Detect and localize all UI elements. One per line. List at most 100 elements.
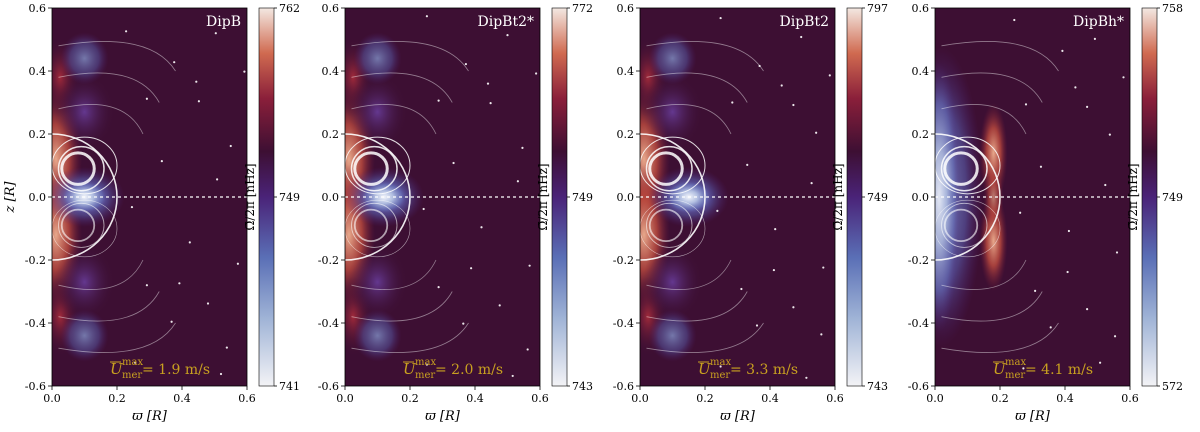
u-subscript: mer xyxy=(415,370,435,381)
panel-2: 0.0 0.2 0.4 0.6 -0.6 -0.4 -0.2 0.0 0.2 0.4 0.6 ϖ [R… xyxy=(318,2,593,424)
y-tick-label: -0.6 xyxy=(318,380,339,393)
u-value: = 2.0 m/s xyxy=(435,362,503,378)
lobe-upper xyxy=(347,73,408,150)
x-tick-label: 0.4 xyxy=(173,392,191,405)
tracer-dot xyxy=(719,365,722,368)
tracer-dot xyxy=(1122,76,1125,79)
colorbar-tick-label: 749 xyxy=(279,191,300,204)
tracer-dot xyxy=(731,101,734,104)
tracer-dot xyxy=(1113,335,1117,338)
streamline-loop-upper xyxy=(345,136,411,195)
streamline-loop-upper xyxy=(943,151,979,186)
streamline-arc-lower xyxy=(58,291,160,322)
streamline-arc-upper xyxy=(58,72,160,103)
y-tick-label: 0.4 xyxy=(322,65,340,78)
lobe-upper xyxy=(54,73,115,150)
tracer-dot xyxy=(526,348,529,351)
panel-title: DipB xyxy=(206,14,241,30)
y-tick-label: 0.2 xyxy=(29,128,47,141)
tracer-dot xyxy=(1074,86,1077,89)
streamline-arc-lower xyxy=(351,291,453,322)
colorbar-tick-label: 743 xyxy=(867,380,888,393)
colorbar-tick-label: 572 xyxy=(1162,380,1183,393)
streamline-arc-lower xyxy=(351,322,469,353)
streamline-loop-lower xyxy=(941,202,988,248)
streamline-arc-upper xyxy=(351,104,437,135)
streamline-arc-upper xyxy=(351,72,453,103)
panel-3: 0.0 0.2 0.4 0.6 -0.6 -0.4 -0.2 0.0 0.2 0.4 0.6 ϖ [R… xyxy=(613,2,888,424)
lobe-bottom xyxy=(60,309,109,362)
y-tick-label: -0.2 xyxy=(25,254,46,267)
tracer-dot xyxy=(437,99,440,102)
tracer-dot xyxy=(236,262,239,265)
interface-circle xyxy=(52,133,118,261)
panel-title: DipBt2* xyxy=(478,14,535,30)
y-tick-label: 0.6 xyxy=(912,2,930,15)
streamline-loop-upper xyxy=(645,145,693,192)
tracer-dot xyxy=(160,159,163,163)
colorbar-tick-label: 741 xyxy=(279,380,300,393)
tracer-dot xyxy=(772,268,776,272)
streamline-arc-upper xyxy=(646,41,764,72)
tracer-dot xyxy=(815,131,818,134)
streamline-arc-upper xyxy=(351,41,469,72)
tracer-dot xyxy=(1066,270,1069,274)
streamline-loop-lower xyxy=(52,199,118,258)
y-tick-label: 0.6 xyxy=(29,2,47,15)
tracer-dot xyxy=(452,161,455,165)
streamline-loop-lower xyxy=(345,199,411,258)
y-tick-label: 0.6 xyxy=(322,2,340,15)
tracer-dot xyxy=(716,209,719,212)
tracer-dot xyxy=(774,228,777,231)
lobe-upper xyxy=(642,73,703,150)
streamline-loop-upper xyxy=(648,151,684,186)
colorbar xyxy=(1141,7,1158,387)
streamline-arc-lower xyxy=(941,322,1059,353)
streamline-loop-lower xyxy=(60,208,96,243)
x-tick-label: 0.4 xyxy=(466,392,484,405)
tracer-dot xyxy=(1115,251,1119,254)
tracer-dot xyxy=(511,374,514,378)
interface-circle xyxy=(640,133,706,261)
streamline-arc-lower xyxy=(941,259,1027,290)
streamline-arc-lower xyxy=(646,259,732,290)
tracer-dot xyxy=(516,180,520,183)
tracer-dot xyxy=(740,287,743,291)
streamline-loop-lower xyxy=(943,208,979,243)
panel-title: DipBh* xyxy=(1073,14,1124,30)
streamline-arc-upper xyxy=(58,104,144,135)
tracer-dot xyxy=(498,304,501,307)
y-tick-label: -0.2 xyxy=(613,254,634,267)
colorbar xyxy=(258,7,275,387)
colorbar-tick-label: 797 xyxy=(867,2,888,15)
x-tick-label: 0.2 xyxy=(696,392,714,405)
lobe-lower xyxy=(54,244,115,321)
tracer-dot xyxy=(130,205,134,209)
tracer-dot xyxy=(828,74,831,77)
tracer-dot xyxy=(746,163,749,166)
tracer-dot xyxy=(1104,183,1107,187)
panel-4: 0.0 0.2 0.4 0.6 -0.6 -0.4 -0.2 0.0 0.2 0.4 0.6 ϖ [R… xyxy=(908,2,1183,424)
tracer-dot xyxy=(719,16,722,20)
y-tick-label: 0.2 xyxy=(322,128,340,141)
x-tick-label: 0.0 xyxy=(926,392,944,405)
heatmap-field xyxy=(52,30,246,376)
streamline-arc-lower xyxy=(646,291,748,322)
heatmap-field xyxy=(345,15,538,378)
u-subscript: mer xyxy=(122,370,142,381)
y-tick-label: 0.0 xyxy=(322,191,340,204)
streamline-loop-lower xyxy=(935,199,1001,258)
tracer-dot xyxy=(1093,37,1096,40)
x-tick-label: 0.0 xyxy=(336,392,354,405)
tracer-dot xyxy=(800,35,803,39)
interface-circle xyxy=(935,133,1001,261)
u-superscript: max xyxy=(415,357,436,368)
u-value: = 1.9 m/s xyxy=(142,362,210,378)
tracer-dot xyxy=(521,146,524,149)
u-symbol: U xyxy=(110,360,124,378)
streamlines xyxy=(935,41,1059,353)
lobe-bottom xyxy=(648,309,697,362)
x-axis-label: ϖ [R] xyxy=(132,409,168,424)
tracer-dot xyxy=(470,267,473,270)
